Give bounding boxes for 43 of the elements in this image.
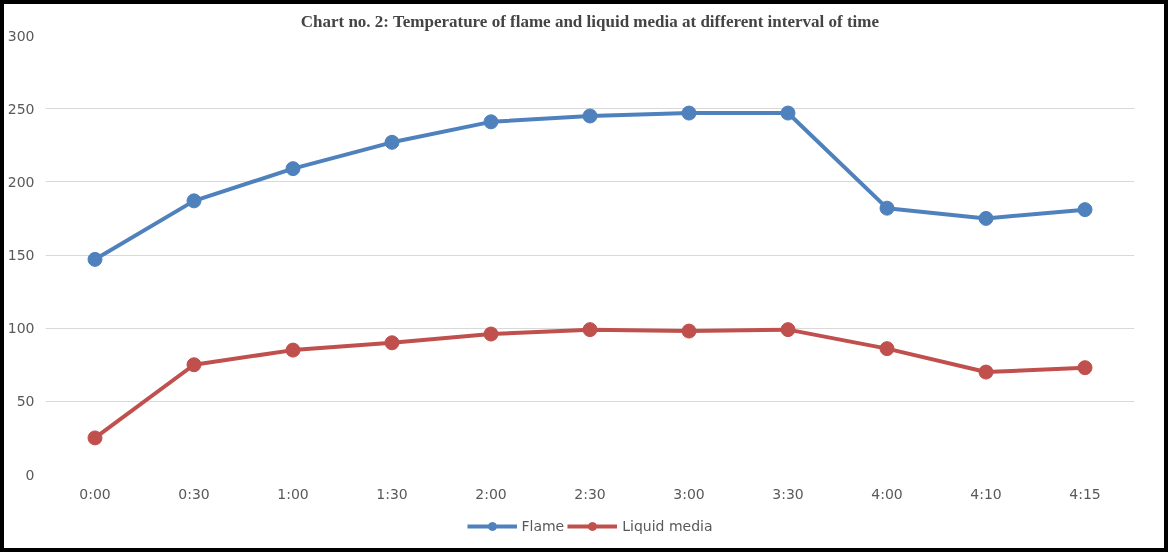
- y-tick-label: 50: [16, 393, 35, 410]
- legend-label: Liquid media: [622, 517, 713, 536]
- point: [285, 342, 301, 358]
- point: [681, 105, 697, 121]
- point: [285, 161, 301, 177]
- y-tick-label: 250: [7, 100, 35, 117]
- x-tick-label: 3:00: [673, 485, 705, 502]
- x-tick-label: 1:30: [376, 485, 408, 502]
- point: [582, 322, 598, 338]
- chart-title: Chart no. 2: Temperature of flame and liquid media at different interval of time: [300, 11, 880, 31]
- point: [384, 335, 400, 351]
- legend-label: Flame: [521, 517, 565, 536]
- point: [1077, 360, 1093, 376]
- point: [978, 210, 994, 226]
- x-tick-label: 2:30: [574, 485, 606, 502]
- point: [87, 430, 103, 446]
- x-tick-label: 0:00: [79, 485, 111, 502]
- point: [186, 193, 202, 209]
- point: [186, 357, 202, 373]
- x-tick-label: 4:10: [970, 485, 1002, 502]
- x-tick-label: 1:00: [277, 485, 309, 502]
- point: [978, 364, 994, 380]
- point: [483, 326, 499, 342]
- point: [681, 323, 697, 339]
- point: [483, 114, 499, 130]
- x-tick-label: 3:30: [772, 485, 804, 502]
- point: [780, 105, 796, 121]
- x-tick-label: 4:00: [871, 485, 903, 502]
- y-tick-label: 200: [7, 173, 35, 190]
- y-tick-label: 300: [7, 27, 35, 44]
- point: [879, 200, 895, 216]
- y-tick-label: 0: [25, 466, 35, 483]
- point: [582, 108, 598, 124]
- x-tick-label: 0:30: [178, 485, 210, 502]
- point: [1077, 202, 1093, 218]
- point: [879, 341, 895, 357]
- point: [780, 322, 796, 338]
- x-tick-label: 2:00: [475, 485, 507, 502]
- x-tick-label: 4:15: [1069, 485, 1101, 502]
- y-tick-label: 100: [7, 320, 35, 337]
- point: [384, 134, 400, 150]
- point: [87, 251, 103, 267]
- y-tick-label: 150: [7, 247, 35, 263]
